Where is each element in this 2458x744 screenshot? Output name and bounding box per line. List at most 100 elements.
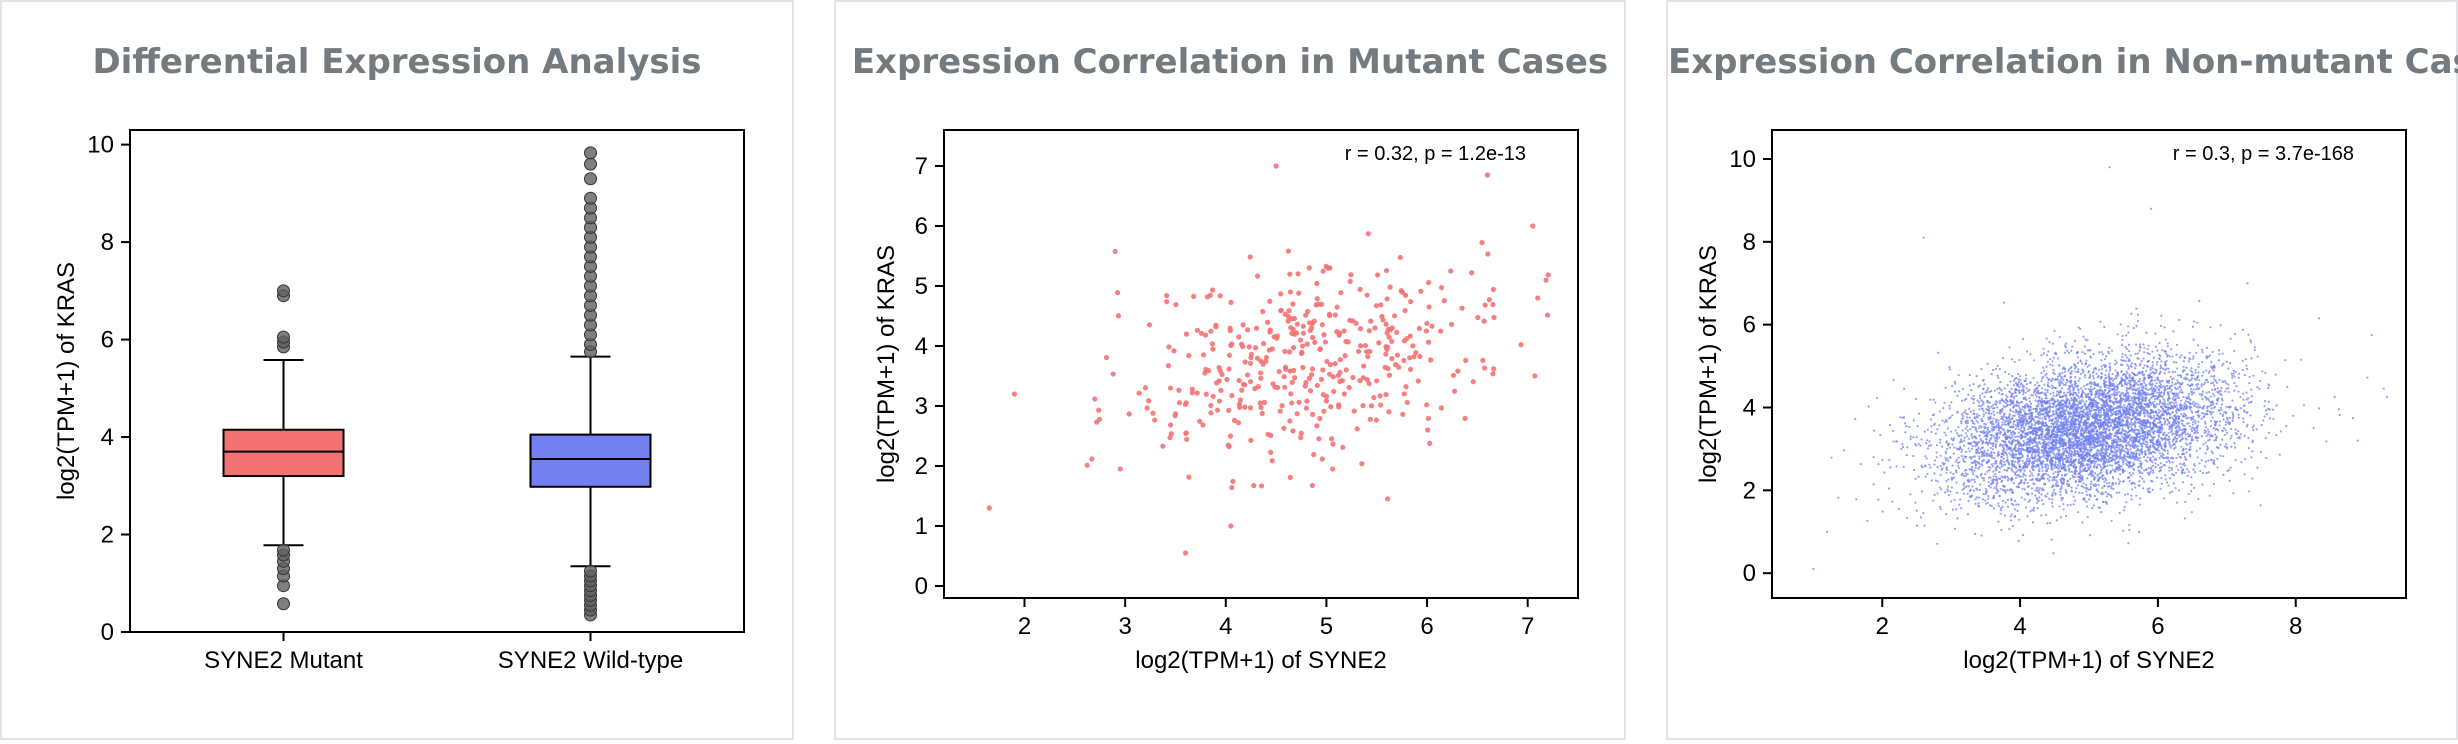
scatter-point — [2238, 372, 2241, 375]
scatter-point — [1961, 387, 1964, 390]
scatter-point — [1961, 488, 1964, 491]
scatter-point — [2127, 358, 2131, 361]
scatter-point — [1993, 451, 1996, 454]
scatter-point — [1167, 435, 1173, 441]
scatter-point — [2081, 521, 2084, 524]
scatter-point — [1286, 308, 1292, 314]
scatter-point — [2020, 468, 2023, 471]
scatter-point — [2025, 350, 2029, 353]
scatter-point — [2012, 422, 2015, 426]
scatter-point — [1992, 435, 1995, 438]
scatter-point — [1198, 330, 1205, 336]
scatter-point — [1955, 458, 1959, 461]
scatter-point — [2138, 503, 2141, 506]
scatter-point — [2229, 466, 2232, 469]
scatter-point — [2187, 360, 2190, 363]
scatter-point — [2189, 388, 2193, 391]
scatter-point — [1915, 436, 1918, 439]
scatter-point — [2211, 416, 2214, 419]
scatter-point — [2066, 420, 2069, 423]
scatter-point — [2056, 423, 2059, 426]
scatter-point — [2248, 382, 2251, 385]
scatter-point — [1345, 339, 1351, 345]
scatter-point — [2193, 427, 2196, 430]
scatter-point — [2074, 490, 2077, 493]
scatter-point — [2073, 411, 2076, 414]
scatter-point — [2038, 491, 2041, 494]
scatter-point — [2077, 379, 2080, 383]
scatter-point — [1330, 374, 1336, 380]
scatter-point — [2190, 489, 2193, 493]
scatter-point — [2169, 348, 2173, 351]
scatter-point — [2055, 465, 2058, 469]
scatter-point — [1438, 328, 1444, 334]
scatter-point — [2174, 370, 2177, 373]
scatter-point — [1877, 498, 1880, 501]
scatter-point — [2249, 339, 2252, 342]
scatter-point — [1931, 414, 1935, 417]
scatter-point — [2166, 403, 2169, 406]
scatter-point — [2045, 337, 2048, 340]
scatter-point — [2180, 432, 2183, 435]
scatter-point — [2088, 408, 2091, 411]
y-axis-label: log2(TPM+1) of KRAS — [873, 245, 900, 483]
scatter-point — [2234, 446, 2237, 449]
scatter-point — [1982, 492, 1985, 496]
scatter-point — [2177, 415, 2180, 418]
scatter-point — [2224, 411, 2227, 414]
scatter-point — [2038, 456, 2041, 459]
scatter-point — [1213, 324, 1219, 330]
scatter-point — [2023, 482, 2026, 485]
scatter-point — [1096, 416, 1103, 422]
scatter-point — [2079, 473, 2082, 477]
scatter-point — [1455, 368, 1461, 374]
scatter-point — [1287, 271, 1293, 277]
scatter-point — [2134, 367, 2137, 370]
scatter-point — [2104, 491, 2107, 494]
scatter-point — [2064, 514, 2068, 518]
scatter-point — [1194, 390, 1200, 396]
scatter-point — [2265, 456, 2268, 460]
scatter-point — [1957, 466, 1961, 470]
scatter-point — [2101, 407, 2104, 410]
scatter-point — [2060, 485, 2063, 488]
scatter-point — [1334, 304, 1340, 310]
scatter-point — [2154, 384, 2157, 387]
scatter-point — [2096, 498, 2099, 501]
scatter-point — [1341, 328, 1347, 334]
scatter-point — [2258, 387, 2261, 391]
scatter-point — [2057, 381, 2060, 384]
scatter-point — [1481, 318, 1487, 324]
scatter-point — [2135, 450, 2138, 453]
scatter-point — [1998, 391, 2001, 395]
scatter-point — [2157, 421, 2160, 425]
scatter-point — [2134, 343, 2138, 346]
scatter-point — [1207, 292, 1213, 298]
scatter-point — [1236, 334, 1242, 340]
scatter-point — [2139, 391, 2142, 394]
scatter-point — [2237, 376, 2240, 379]
scatter-point — [2083, 352, 2086, 355]
scatter-point — [2147, 466, 2150, 469]
scatter-point — [2010, 469, 2013, 472]
scatter-point — [1258, 483, 1265, 489]
scatter-point — [1936, 492, 1939, 495]
scatter-point — [2074, 480, 2077, 483]
scatter-point — [2175, 404, 2179, 407]
scatter-point — [1248, 354, 1254, 361]
scatter-point — [2017, 473, 2020, 477]
scatter-point — [2244, 458, 2247, 461]
scatter-point — [2044, 472, 2047, 476]
scatter-point — [2128, 422, 2132, 426]
scatter-point — [2195, 378, 2198, 381]
scatter-point — [2203, 465, 2207, 468]
scatter-point — [2156, 376, 2159, 379]
scatter-point — [1368, 403, 1375, 409]
scatter-point — [2054, 462, 2057, 465]
scatter-point — [2084, 376, 2087, 379]
scatter-point — [2048, 479, 2051, 482]
scatter-point — [1302, 383, 1308, 389]
scatter-point — [2187, 392, 2191, 395]
scatter-point — [1947, 459, 1950, 462]
